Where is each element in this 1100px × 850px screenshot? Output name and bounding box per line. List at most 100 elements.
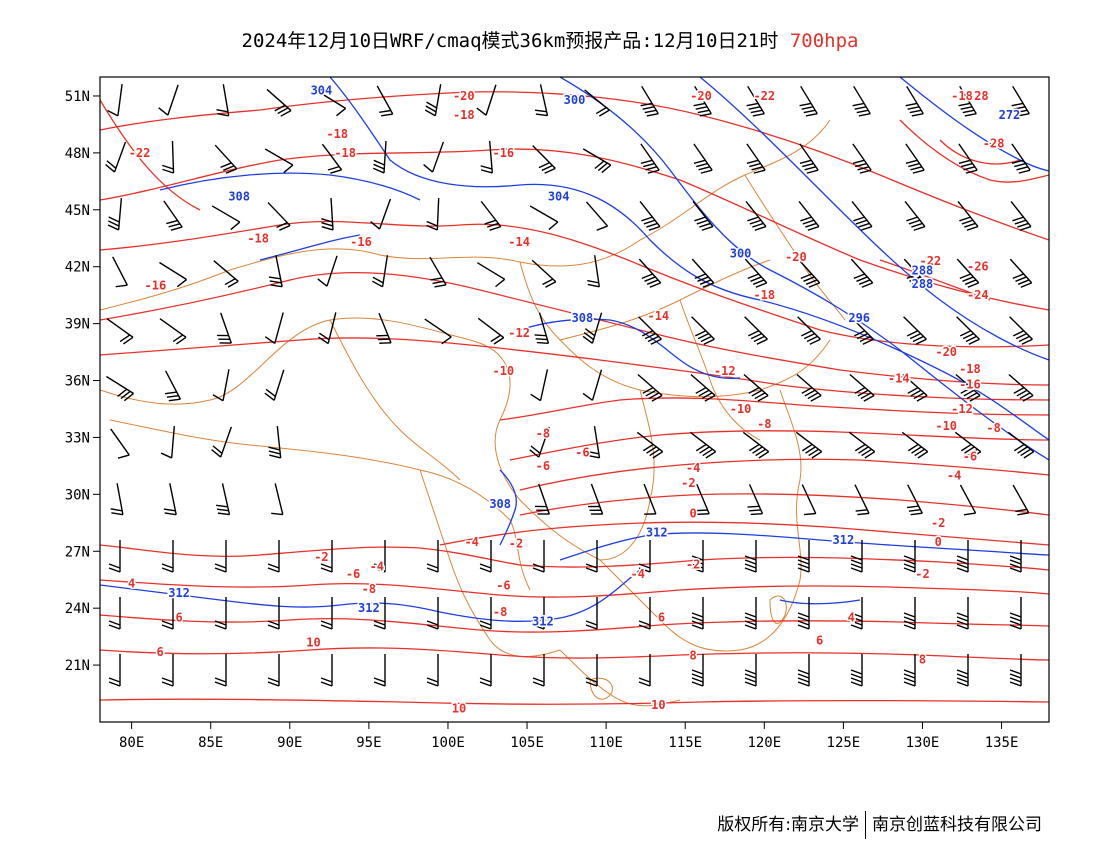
wind-barb [1010, 201, 1032, 231]
temperature-label: -2 [509, 537, 523, 551]
title-level: 700hpa [789, 30, 859, 52]
height-label: 312 [833, 533, 855, 547]
wind-barb [108, 654, 121, 687]
wind-barb [534, 483, 550, 515]
wind-barb [745, 201, 767, 231]
wind-barb [797, 597, 810, 630]
height-label: 300 [730, 246, 752, 260]
wind-barb [161, 654, 174, 687]
wind-barb [106, 318, 134, 345]
wind-barb [585, 540, 598, 573]
wind-barb [320, 597, 333, 630]
temperature-label: -18 [334, 146, 356, 160]
temperature-label: -6 [536, 459, 550, 473]
lat-tick-label: 21N [65, 658, 90, 674]
wind-barb [689, 431, 717, 459]
temperature-label: -6 [575, 446, 589, 460]
temperature-label: -2 [931, 516, 945, 530]
wind-barb [479, 540, 492, 573]
wind-barb [112, 256, 128, 288]
temperature-label: 10 [651, 698, 665, 712]
wind-barb [479, 597, 492, 630]
wind-barb [956, 540, 969, 573]
title-main: 2024年12月10日WRF/cmaq模式36km预报产品:12月10日21时 [241, 30, 779, 52]
temperature-label: -22 [920, 254, 942, 268]
wind-barb [585, 597, 598, 630]
temperature-label: -8 [536, 427, 550, 441]
temperature-label: 4 [128, 577, 135, 591]
wind-barb [534, 84, 549, 117]
wind-barb [747, 484, 764, 516]
wind-barb [797, 654, 810, 687]
temperature-label: -10 [935, 419, 957, 433]
wind-barb [638, 540, 651, 573]
wind-barb [957, 201, 979, 231]
wind-barb [108, 597, 121, 630]
wind-barb [691, 654, 704, 687]
wind-barb [954, 431, 982, 459]
wind-barb [588, 483, 604, 515]
temperature-label: -2 [314, 550, 328, 564]
company-name: 南京创蓝科技有限公司 [872, 815, 1042, 835]
temperature-label: 6 [658, 611, 665, 625]
wind-barb [798, 201, 820, 231]
weather-map: -20-18-22-18-18 -16-18 -16 -14-16-12-10-14-… [65, 76, 1050, 751]
wind-barb [1007, 431, 1035, 459]
lon-tick-label: 90E [277, 735, 302, 751]
wind-barb [690, 373, 716, 402]
wind-barb [903, 597, 916, 630]
wind-barb [959, 484, 977, 516]
height-label: 308 [489, 497, 511, 511]
wind-barb [902, 373, 928, 402]
wind-barb [110, 483, 124, 516]
wind-barb [212, 369, 230, 402]
temperature-label: -12 [508, 326, 530, 340]
temperature-label: -18 [453, 108, 475, 122]
wind-barb [638, 654, 651, 687]
wind-barb [271, 483, 284, 516]
temperature-label: -14 [888, 372, 910, 386]
copyright-text: 版权所有:南京大学 [717, 815, 859, 835]
wind-barb [321, 197, 334, 231]
wind-barb [529, 205, 559, 231]
wind-barb [852, 143, 872, 174]
temperature-label: -6 [496, 578, 510, 592]
height-label: 312 [532, 614, 554, 628]
wind-barb [693, 85, 712, 117]
wind-barb [851, 201, 873, 231]
wind-barb [637, 373, 663, 402]
wind-barb [958, 143, 978, 174]
temperature-label: -20 [935, 345, 957, 359]
wind-barb [587, 426, 601, 459]
wind-barb [424, 318, 452, 345]
wind-barb [320, 540, 333, 573]
wind-barb [534, 312, 550, 345]
lon-tick-label: 130E [906, 735, 940, 751]
wind-barb [850, 654, 863, 687]
lon-tick-label: 125E [827, 735, 861, 751]
wind-barb [477, 317, 505, 345]
wind-barb [480, 200, 502, 231]
wind-barb [850, 258, 874, 288]
wind-barb [848, 431, 876, 459]
wind-barb [160, 425, 176, 459]
wind-barb [110, 428, 130, 459]
lon-tick-label: 95E [356, 735, 381, 751]
wind-barb [1009, 540, 1022, 573]
lat-tick-label: 39N [65, 317, 90, 333]
wind-barb [1009, 258, 1033, 288]
temperature-label: -16 [350, 235, 372, 249]
wind-barb [211, 426, 233, 458]
wind-barb [214, 597, 227, 630]
temperature-label: -8 [493, 605, 507, 619]
wind-barb [372, 140, 387, 174]
wind-barb [903, 654, 916, 687]
temperature-label: -22 [753, 89, 775, 103]
wind-barb [744, 654, 757, 687]
wind-barb [426, 597, 439, 630]
wind-barb [636, 431, 664, 459]
height-label: 308 [228, 190, 250, 204]
wind-barb [744, 258, 768, 288]
wind-barb [216, 483, 231, 516]
temperature-label: -10 [492, 364, 514, 378]
